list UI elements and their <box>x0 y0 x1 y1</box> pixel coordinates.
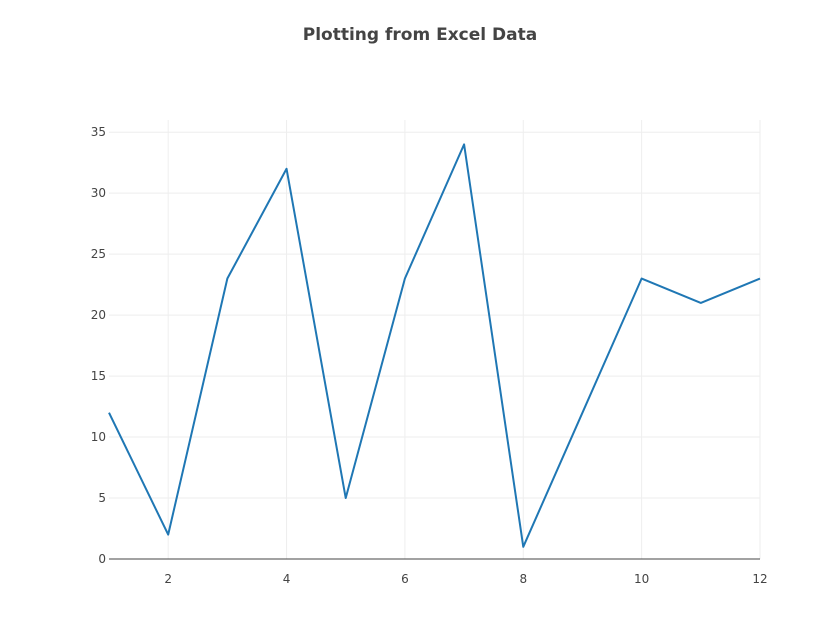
grid-lines <box>109 120 761 559</box>
y-tick-label: 25 <box>91 247 106 261</box>
y-tick-label: 5 <box>98 491 106 505</box>
x-tick-label: 10 <box>634 572 649 586</box>
y-tick-label: 20 <box>91 308 106 322</box>
axes: 0 5 10 15 20 25 30 35 2 4 6 8 10 12 <box>91 125 768 586</box>
series <box>108 143 761 548</box>
x-tick-label: 4 <box>283 572 291 586</box>
y-tick-label: 35 <box>91 125 106 139</box>
y-tick-label: 30 <box>91 186 106 200</box>
x-tick-label: 6 <box>401 572 409 586</box>
y-tick-label: 10 <box>91 430 106 444</box>
chart-title: Plotting from Excel Data <box>303 25 537 45</box>
x-tick-label: 12 <box>752 572 767 586</box>
series-line-1 <box>108 143 761 548</box>
x-tick-label: 2 <box>164 572 172 586</box>
y-tick-label: 15 <box>91 369 106 383</box>
x-tick-label: 8 <box>519 572 527 586</box>
y-tick-label: 0 <box>98 552 106 566</box>
